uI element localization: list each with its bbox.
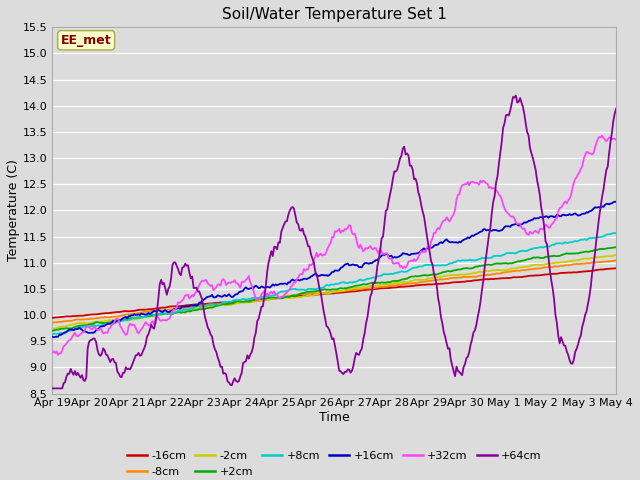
Y-axis label: Temperature (C): Temperature (C) bbox=[7, 159, 20, 262]
X-axis label: Time: Time bbox=[319, 411, 349, 424]
Text: EE_met: EE_met bbox=[61, 34, 111, 47]
Title: Soil/Water Temperature Set 1: Soil/Water Temperature Set 1 bbox=[222, 7, 447, 22]
Legend: -16cm, -8cm, -2cm, +2cm, +8cm, +16cm, +32cm, +64cm: -16cm, -8cm, -2cm, +2cm, +8cm, +16cm, +3… bbox=[123, 447, 546, 480]
